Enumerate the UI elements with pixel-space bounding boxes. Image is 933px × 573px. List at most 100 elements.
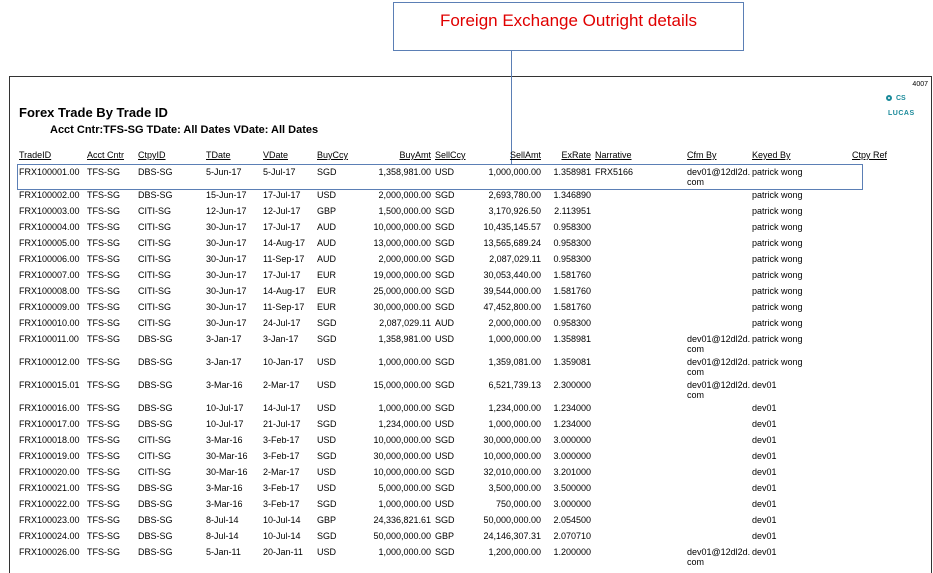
table-cell: TFS-SG	[87, 190, 120, 200]
table-cell: 3-Feb-17	[263, 499, 300, 509]
table-cell: TFS-SG	[87, 302, 120, 312]
table-cell: FRX100003.00	[19, 206, 80, 216]
table-cell: TFS-SG	[87, 238, 120, 248]
table-cell: 10-Jul-17	[206, 419, 244, 429]
table-cell: SGD	[317, 531, 337, 541]
table-cell: FRX100020.00	[19, 467, 80, 477]
table-cell: 2.070710	[553, 531, 591, 541]
table-cell: 3.000000	[553, 499, 591, 509]
table-cell: 21-Jul-17	[263, 419, 301, 429]
table-cell: FRX100012.00	[19, 357, 80, 367]
table-cell: 1,000,000.00	[378, 499, 431, 509]
table-cell: 3-Jan-17	[263, 334, 299, 344]
logo-mark	[886, 95, 892, 101]
table-cell: 0.958300	[553, 318, 591, 328]
table-cell: 30,000,000.00	[373, 302, 431, 312]
table-cell: SGD	[435, 380, 455, 390]
table-cell: 10-Jul-14	[263, 515, 301, 525]
table-cell: 0.958300	[553, 238, 591, 248]
table-cell: FRX100019.00	[19, 451, 80, 461]
table-cell: USD	[317, 380, 337, 390]
table-cell: dev01@12dl2d.com	[687, 547, 751, 567]
table-cell: CITI-SG	[138, 302, 171, 312]
table-cell: TFS-SG	[87, 435, 120, 445]
table-cell: 3,170,926.50	[488, 206, 541, 216]
table-cell: 17-Jul-17	[263, 190, 301, 200]
table-cell: USD	[317, 467, 337, 477]
table-cell: EUR	[317, 270, 337, 280]
table-cell: 2.054500	[553, 515, 591, 525]
table-cell: 3-Mar-16	[206, 435, 243, 445]
table-cell: DBS-SG	[138, 531, 173, 541]
table-cell: SGD	[435, 254, 455, 264]
report-frame	[9, 76, 932, 573]
table-cell: 10,000,000.00	[373, 222, 431, 232]
table-cell: FRX100026.00	[19, 547, 80, 557]
table-cell: patrick wong	[752, 206, 803, 216]
table-cell: GBP	[435, 531, 455, 541]
page-number: 4007	[912, 81, 928, 88]
table-cell: 39,544,000.00	[483, 286, 541, 296]
table-cell: 5-Jun-17	[206, 167, 242, 177]
table-cell: TFS-SG	[87, 357, 120, 367]
table-cell: 24-Jul-17	[263, 318, 301, 328]
table-cell: TFS-SG	[87, 167, 120, 177]
table-cell: FRX100008.00	[19, 286, 80, 296]
table-cell: dev01	[752, 499, 777, 509]
table-cell: SGD	[317, 419, 337, 429]
table-cell: 1.346890	[553, 190, 591, 200]
table-cell: 30-Jun-17	[206, 238, 247, 248]
table-cell: CITI-SG	[138, 222, 171, 232]
table-cell: patrick wong	[752, 254, 803, 264]
table-cell: 12-Jun-17	[206, 206, 247, 216]
table-cell: 10-Jul-14	[263, 531, 301, 541]
table-cell: GBP	[317, 206, 337, 216]
table-cell: 3-Feb-17	[263, 451, 300, 461]
table-cell: 1,234,000.00	[378, 419, 431, 429]
table-cell: USD	[317, 403, 337, 413]
table-cell: TFS-SG	[87, 515, 120, 525]
table-cell: 30-Jun-17	[206, 286, 247, 296]
table-cell: 1,000,000.00	[488, 167, 541, 177]
callout: Foreign Exchange Outright details	[393, 2, 744, 51]
column-header: VDate	[263, 150, 289, 160]
table-cell: 2.113951	[554, 206, 591, 216]
table-cell: FRX100001.00	[19, 167, 80, 177]
column-header: BuyCcy	[317, 150, 349, 160]
table-cell: dev01	[752, 531, 777, 541]
table-cell: SGD	[435, 222, 455, 232]
table-cell: 1,234,000.00	[488, 403, 541, 413]
table-cell: SGD	[317, 499, 337, 509]
table-cell: 1,000,000.00	[378, 547, 431, 557]
table-cell: TFS-SG	[87, 547, 120, 557]
table-cell: SGD	[435, 547, 455, 557]
table-cell: patrick wong	[752, 357, 803, 367]
table-cell: 6,521,739.13	[488, 380, 541, 390]
table-cell: FRX100023.00	[19, 515, 80, 525]
table-cell: 1.581760	[553, 286, 591, 296]
table-cell: FRX100016.00	[19, 403, 80, 413]
table-cell: 17-Jul-17	[263, 270, 301, 280]
table-cell: TFS-SG	[87, 318, 120, 328]
table-cell: patrick wong	[752, 286, 803, 296]
table-cell: 3-Mar-16	[206, 499, 243, 509]
table-cell: dev01	[752, 547, 777, 557]
table-cell: 13,000,000.00	[373, 238, 431, 248]
table-cell: 14-Jul-17	[263, 403, 301, 413]
table-cell: EUR	[317, 286, 337, 296]
table-cell: 30,000,000.00	[483, 435, 541, 445]
table-cell: FRX5166	[595, 167, 634, 177]
column-header: Keyed By	[752, 150, 791, 160]
table-cell: 1,358,981.00	[378, 334, 431, 344]
table-cell: 30-Jun-17	[206, 222, 247, 232]
table-cell: FRX100007.00	[19, 270, 80, 280]
table-cell: 30,000,000.00	[373, 451, 431, 461]
column-header: ExRate	[561, 150, 591, 160]
table-cell: FRX100011.00	[19, 334, 79, 344]
table-cell: 2-Mar-17	[263, 467, 300, 477]
table-cell: 10,000,000.00	[483, 451, 541, 461]
table-cell: 1.581760	[553, 270, 591, 280]
table-cell: 3-Jan-17	[206, 357, 242, 367]
table-cell: dev01	[752, 515, 777, 525]
table-cell: CITI-SG	[138, 206, 171, 216]
